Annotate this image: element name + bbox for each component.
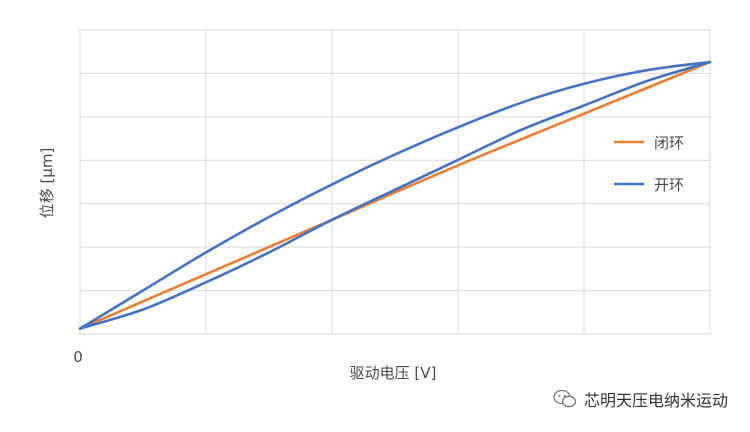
x-tick-label: 0	[73, 348, 83, 366]
y-axis-label: 位移 [μm]	[38, 148, 56, 219]
legend-label: 开环	[654, 176, 684, 194]
legend-label: 闭环	[654, 134, 684, 152]
ticks: 0	[73, 348, 83, 366]
wechat-icon	[553, 389, 577, 408]
plot-frame	[79, 29, 711, 335]
series-layer	[78, 60, 712, 330]
watermark: 芯明天压电纳米运动	[552, 386, 728, 412]
series-line-closed-loop	[78, 60, 712, 330]
series-line-open-loop-branch-2	[78, 60, 712, 330]
grid	[79, 29, 711, 335]
watermark-text: 芯明天压电纳米运动	[583, 391, 728, 410]
series-line-open-loop-branch-1	[78, 60, 712, 330]
x-axis-label: 驱动电压 [V]	[350, 364, 437, 382]
